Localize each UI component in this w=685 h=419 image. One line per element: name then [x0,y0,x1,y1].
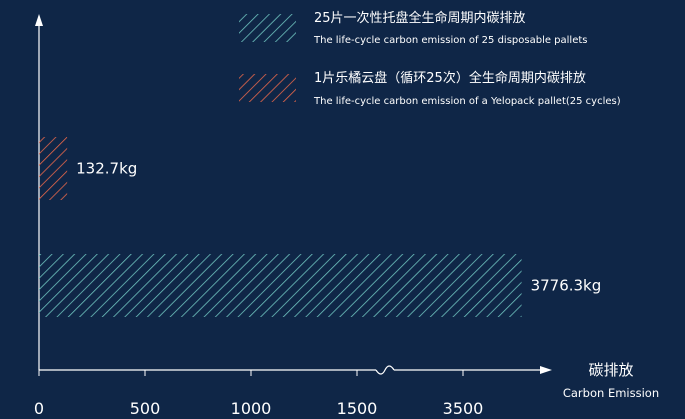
bars: 3776.3kg 132.7kg [39,137,601,317]
legend-swatch-disposable [239,14,296,42]
legend-label-disposable: 25片一次性托盘全生命周期内碳排放 [314,10,526,26]
legend-swatch-yelopack [239,74,296,102]
legend: 25片一次性托盘全生命周期内碳排放 The life-cycle carbon … [239,10,621,107]
legend-sublabel-disposable: The life-cycle carbon emission of 25 dis… [313,35,588,46]
bar-yelopack [39,137,68,200]
legend-label-yelopack: 1片乐橘云盘（循环25次）全生命周期内碳排放 [314,70,586,86]
x-axis-arrow-icon [540,366,552,374]
bar-disposable [39,254,522,317]
legend-sublabel-yelopack: The life-cycle carbon emission of a Yelo… [313,96,621,107]
axis-break-icon [375,365,395,375]
x-axis-ticks: 0 500 1000 1500 3500 [34,370,483,418]
x-tick-label: 1500 [337,399,378,418]
x-tick-label: 500 [130,399,161,418]
x-tick-label: 1000 [231,399,272,418]
x-axis-title: 碳排放 [588,361,633,379]
x-tick-label: 0 [34,399,44,418]
y-axis-arrow-icon [35,14,43,26]
data-label-yelopack: 132.7kg [76,160,137,178]
x-axis-subtitle: Carbon Emission [563,386,659,400]
x-tick-label: 3500 [443,399,484,418]
data-label-disposable: 3776.3kg [531,277,602,295]
x-axis: 碳排放 Carbon Emission [39,361,659,400]
